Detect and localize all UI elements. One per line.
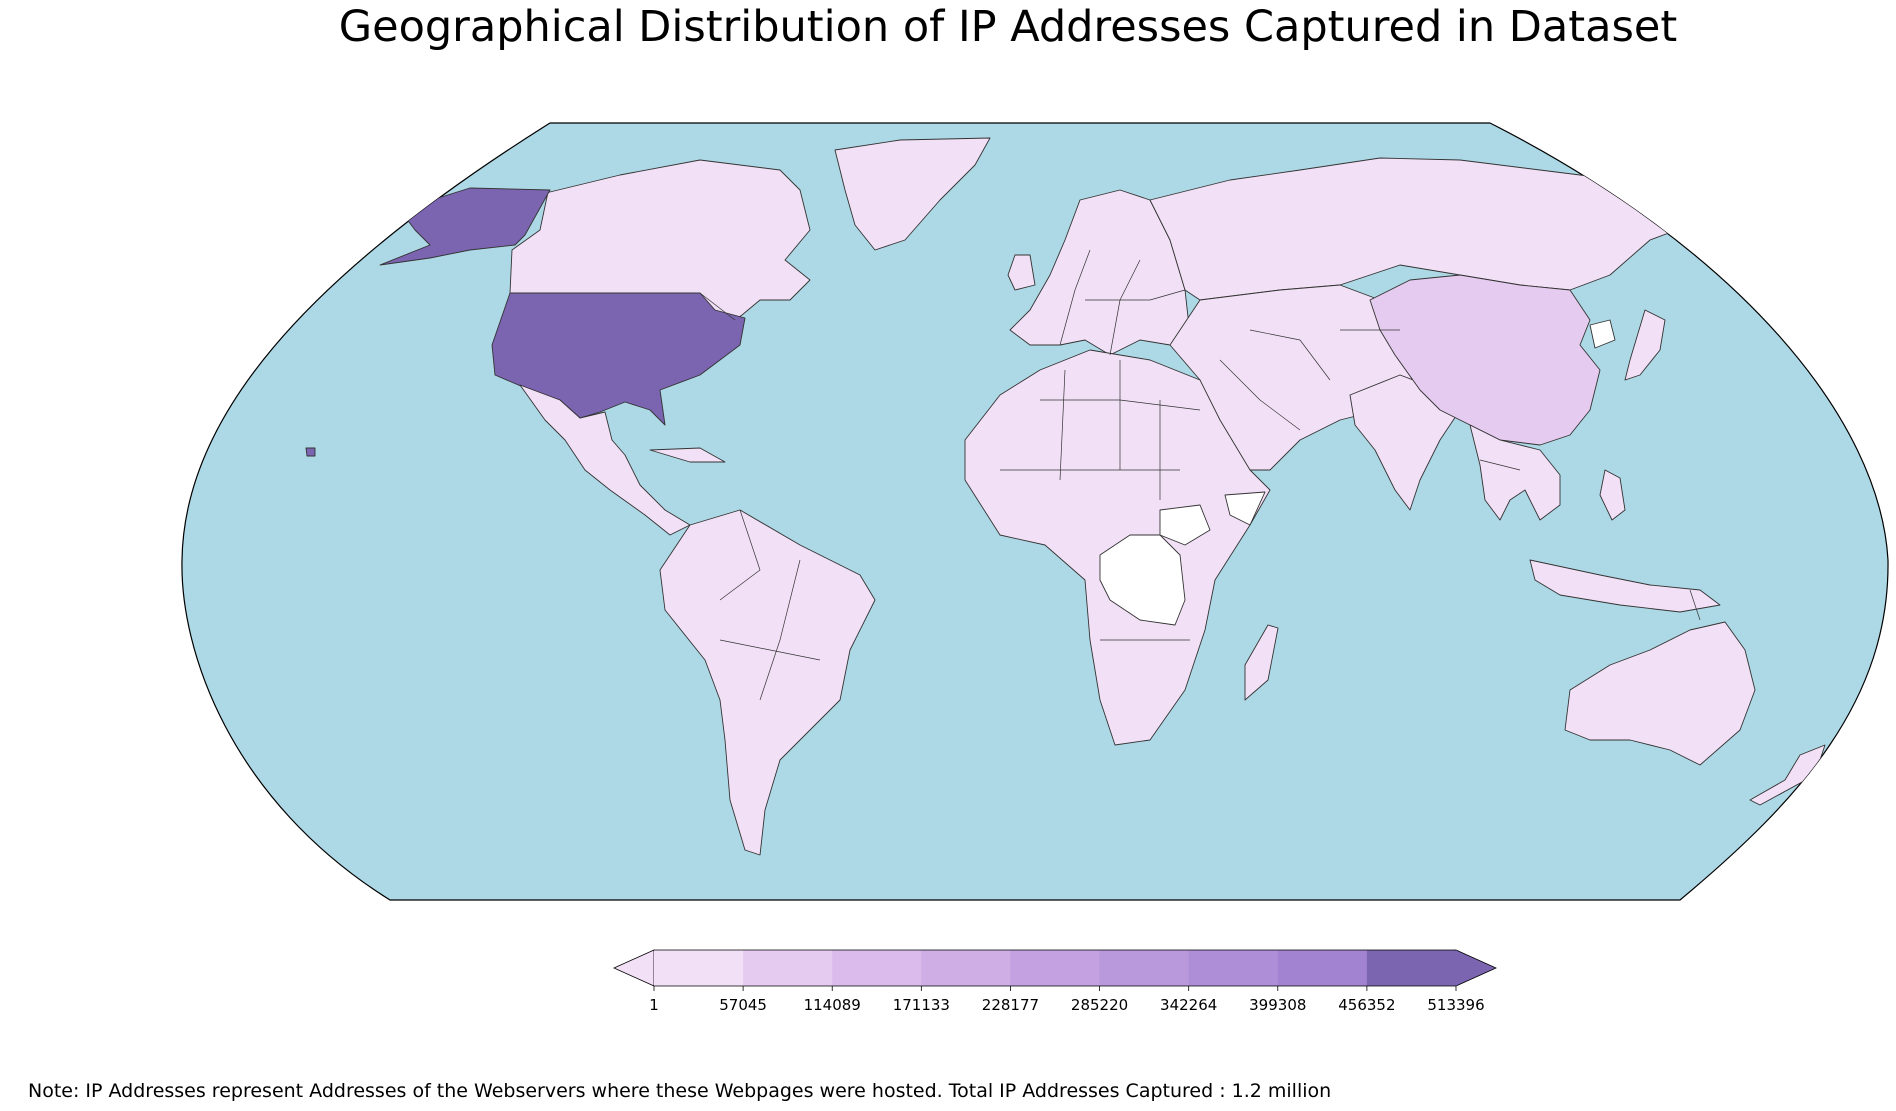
colorbar-bin — [832, 950, 922, 986]
region-dr-congo — [1099, 534, 1186, 626]
region-indonesia — [1529, 559, 1721, 613]
region-north-korea — [1589, 319, 1616, 349]
region-philippines — [1599, 469, 1626, 521]
region-caribbean — [649, 447, 726, 463]
colorbar-bin — [1366, 950, 1457, 986]
colorbar-outline — [654, 949, 1456, 987]
region-china — [1369, 274, 1601, 446]
colorbar-tick-label: 285220 — [1071, 996, 1128, 1014]
colorbar-bin — [1188, 950, 1279, 986]
region-new-zealand — [1749, 744, 1826, 806]
colorbar-tick-label: 456352 — [1338, 996, 1395, 1014]
map-title: Geographical Distribution of IP Addresse… — [338, 2, 1678, 52]
footnote: Note: IP Addresses represent Addresses o… — [28, 1080, 1332, 1102]
colorbar: 1 57045 114089 171133 228177 285220 342264 3993… — [613, 949, 1497, 1014]
colorbar-tick-label: 171133 — [893, 996, 950, 1014]
region-south-sudan — [1159, 504, 1211, 546]
region-southeast-asia — [1469, 424, 1561, 521]
colorbar-bin — [743, 950, 833, 986]
region-madagascar — [1244, 624, 1279, 701]
colorbar-under-arrow — [613, 949, 655, 987]
colorbar-tick-label: 114089 — [804, 996, 861, 1014]
region-somalia — [1224, 491, 1266, 526]
region-canada — [509, 159, 811, 331]
country-borders — [699, 249, 1701, 701]
colorbar-bin — [1010, 950, 1101, 986]
colorbar-tick-label: 342264 — [1160, 996, 1217, 1014]
colorbar-tick-label: 513396 — [1427, 996, 1484, 1014]
colorbar-bin — [921, 950, 1011, 986]
region-greenland — [834, 137, 991, 251]
region-uk — [1007, 254, 1036, 291]
colorbar-tick-label: 1 — [649, 996, 659, 1014]
region-hawaii — [305, 447, 316, 457]
region-australia — [1564, 621, 1756, 766]
region-japan — [1624, 309, 1666, 381]
colorbar-tick-label: 399308 — [1249, 996, 1306, 1014]
region-south-america — [659, 509, 876, 856]
colorbar-bin — [1099, 950, 1190, 986]
colorbar-bin — [654, 950, 744, 986]
colorbar-over-arrow — [1455, 949, 1497, 987]
colorbar-tick-label: 228177 — [982, 996, 1039, 1014]
colorbar-tick-label: 57045 — [719, 996, 767, 1014]
region-mexico-central-america — [519, 384, 691, 536]
colorbar-bin — [1277, 950, 1368, 986]
